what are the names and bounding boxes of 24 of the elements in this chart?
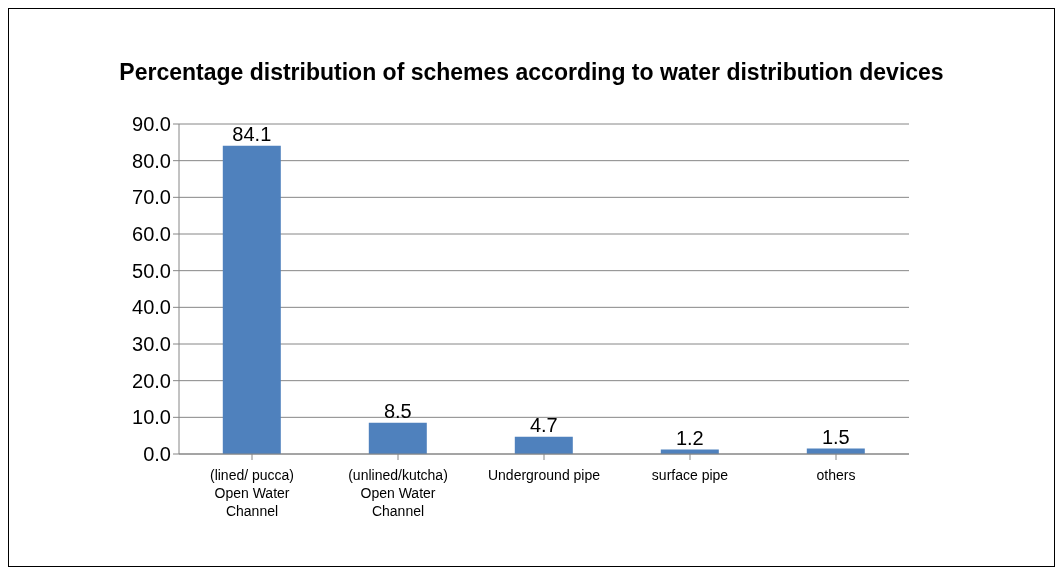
data-label: 84.1	[232, 122, 272, 145]
data-label: 8.5	[383, 399, 412, 422]
x-tick-label: (unlined/kutcha) Open Water Channel	[348, 467, 448, 519]
x-tick-label: (lined/ pucca) Open Water Channel	[209, 467, 295, 519]
y-tick-label: 20.0	[132, 369, 171, 392]
y-tick-label: 50.0	[132, 259, 171, 282]
y-tick-label: 90.0	[132, 113, 171, 136]
x-tick-label: others	[816, 467, 856, 483]
y-tick-label: 30.0	[132, 333, 171, 356]
bar	[222, 145, 281, 454]
y-tick-label: 60.0	[132, 223, 171, 246]
y-tick-label: 10.0	[132, 406, 171, 429]
y-tick-label: 70.0	[132, 186, 171, 209]
chart-title: Percentage distribution of schemes according to water distribution devices	[118, 59, 945, 86]
bar	[368, 422, 427, 454]
y-tick-label: 80.0	[132, 149, 171, 172]
bar	[514, 436, 573, 454]
y-tick-label: 0.0	[143, 443, 171, 466]
data-label: 1.2	[675, 426, 704, 449]
x-tick-label: surface pipe	[651, 467, 729, 483]
x-tick-label: Underground pipe	[487, 467, 601, 483]
y-tick-label: 40.0	[132, 296, 171, 319]
data-label: 4.7	[529, 413, 558, 436]
data-label: 1.5	[821, 425, 850, 448]
